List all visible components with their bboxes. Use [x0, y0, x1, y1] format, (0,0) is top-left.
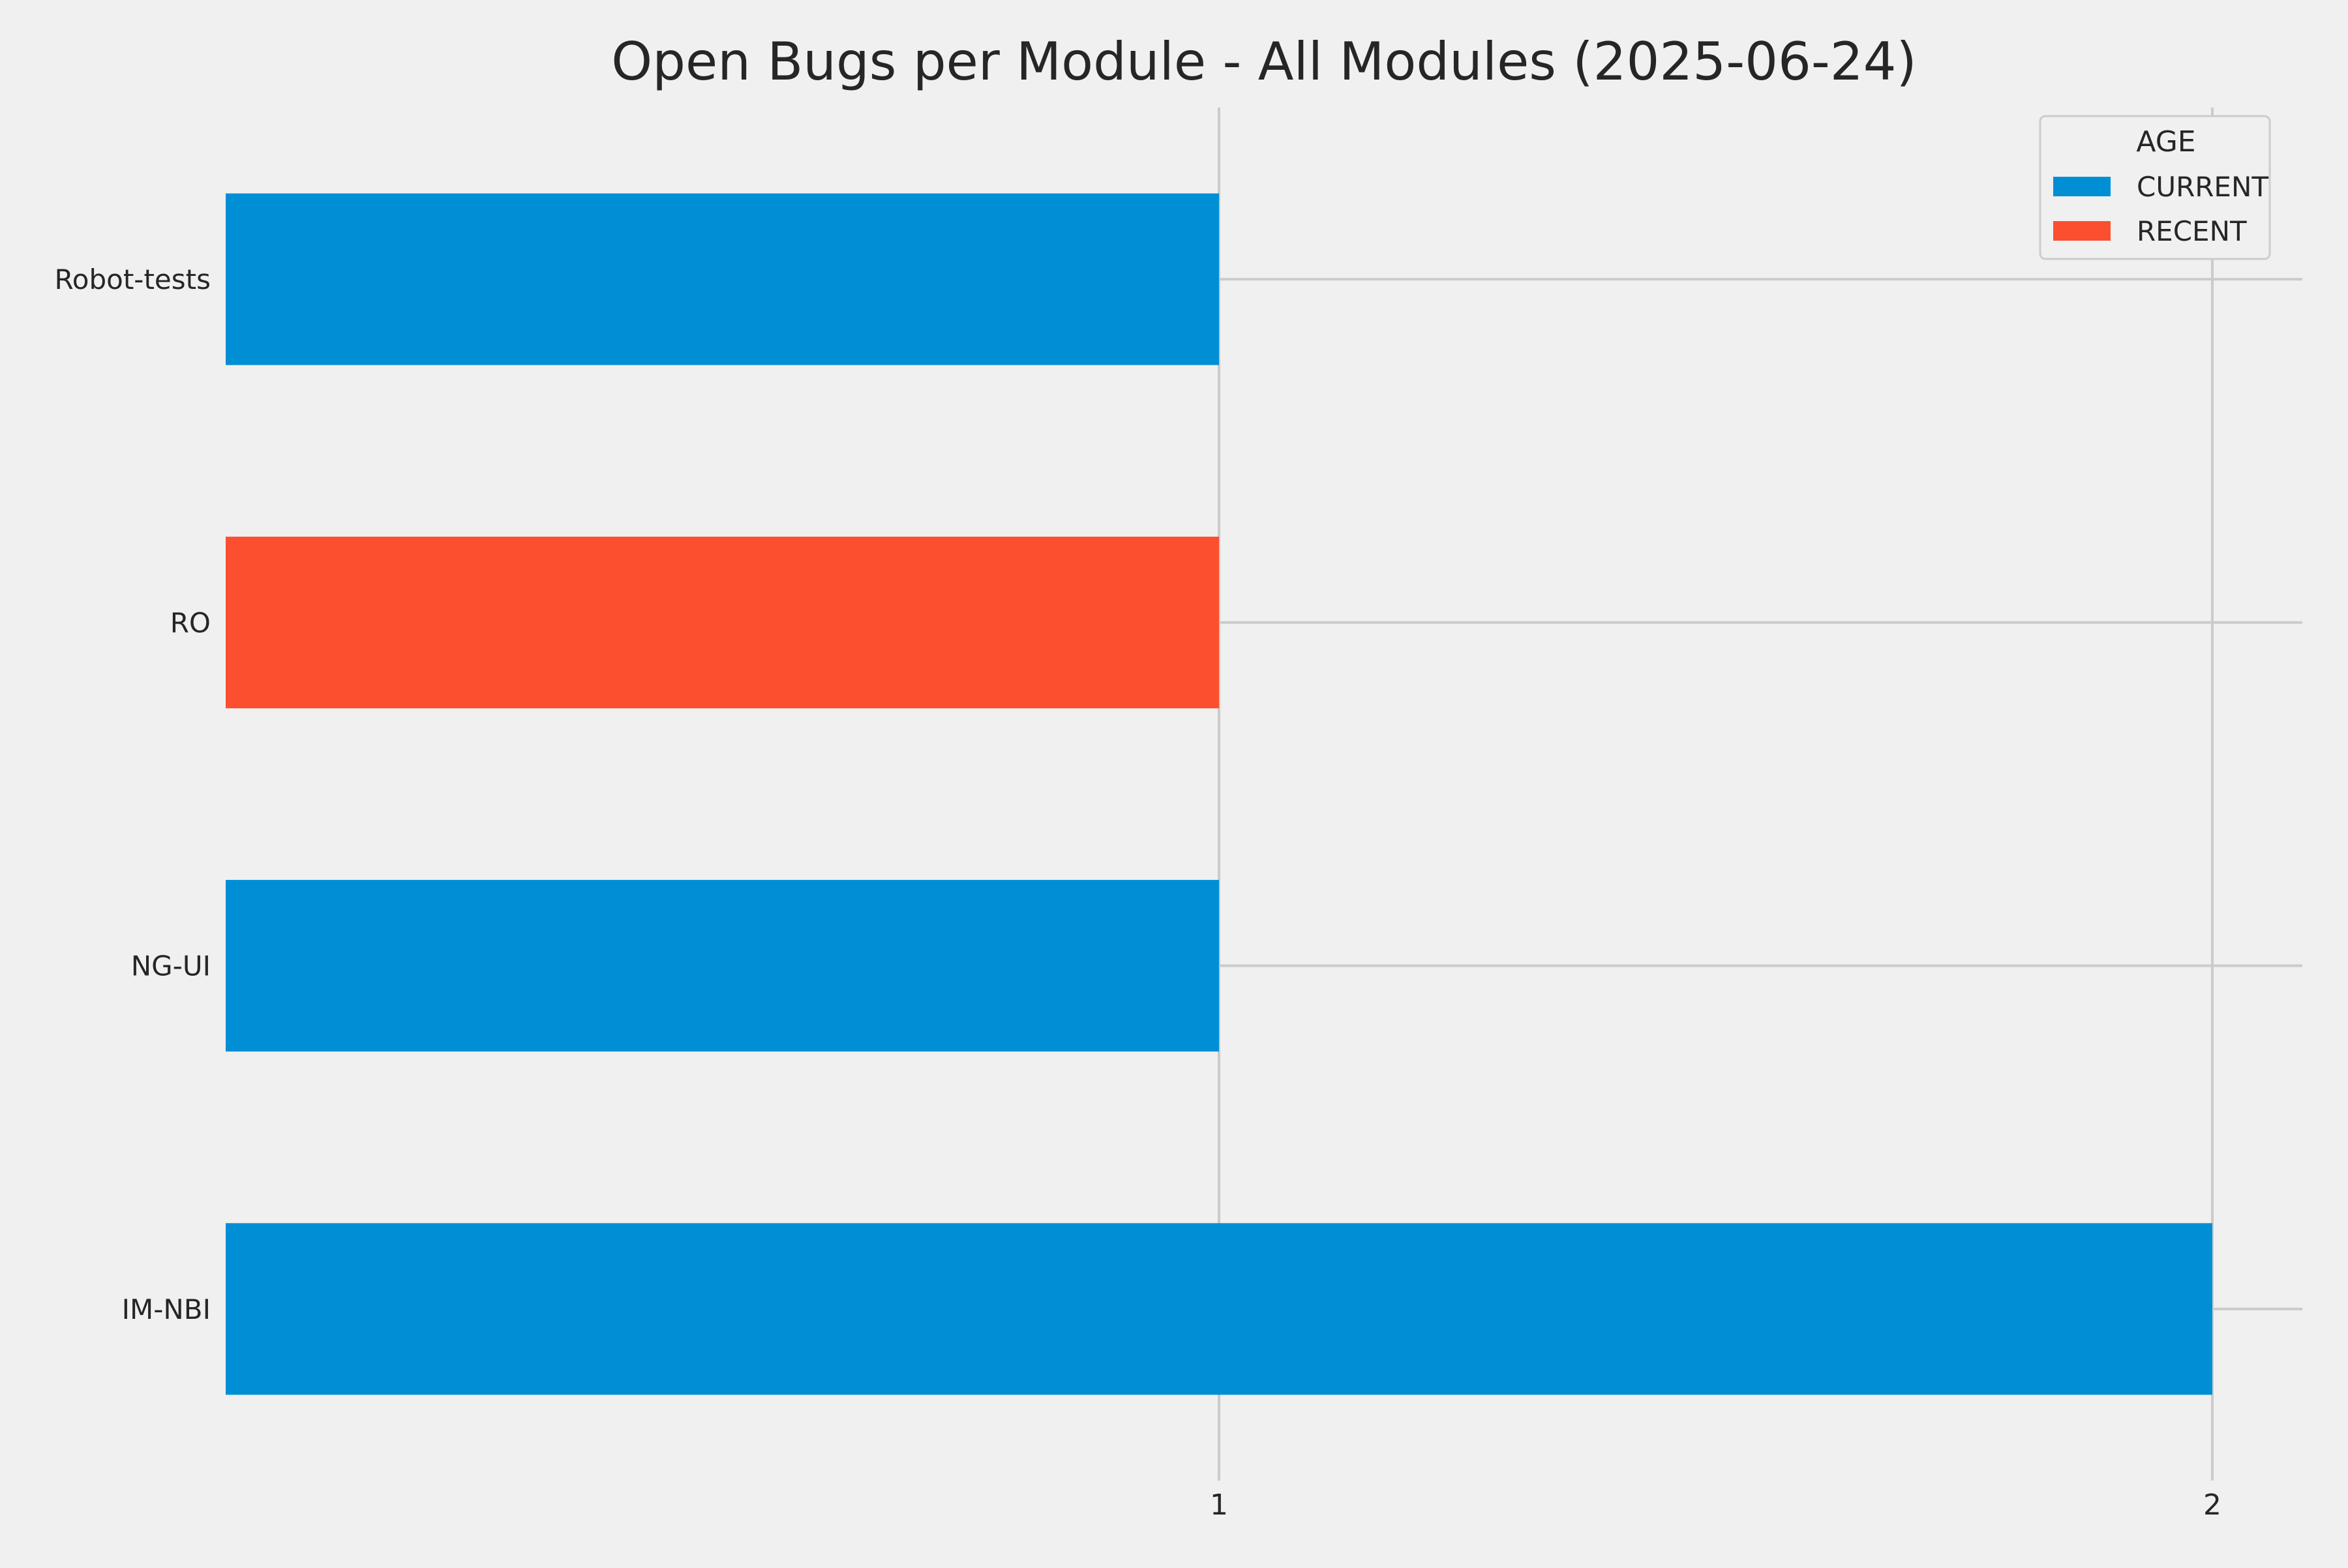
- y-tick-labels: IM-NBI NG-UI RO Robot-tests: [54, 264, 211, 1325]
- legend-label-current: CURRENT: [2137, 171, 2268, 203]
- y-tick-label: NG-UI: [131, 950, 211, 982]
- bar-recent: [226, 536, 1219, 708]
- y-tick-label: IM-NBI: [122, 1293, 211, 1325]
- bar-current: [226, 1223, 2212, 1395]
- legend-swatch-current: [2053, 177, 2111, 196]
- x-tick-label: 1: [1210, 1488, 1228, 1522]
- chart-title: Open Bugs per Module - All Modules (2025…: [611, 31, 1916, 92]
- legend: AGE CURRENT RECENT: [2039, 115, 2271, 260]
- y-tick-label: RO: [170, 607, 211, 639]
- legend-title: AGE: [2136, 125, 2195, 158]
- bar-current: [226, 880, 1219, 1052]
- bar-current: [226, 193, 1219, 365]
- bars: [226, 193, 2212, 1395]
- legend-label-recent: RECENT: [2137, 215, 2247, 247]
- legend-swatch-recent: [2053, 221, 2111, 241]
- y-tick-label: Robot-tests: [54, 264, 211, 295]
- x-tick-label: 2: [2203, 1488, 2221, 1522]
